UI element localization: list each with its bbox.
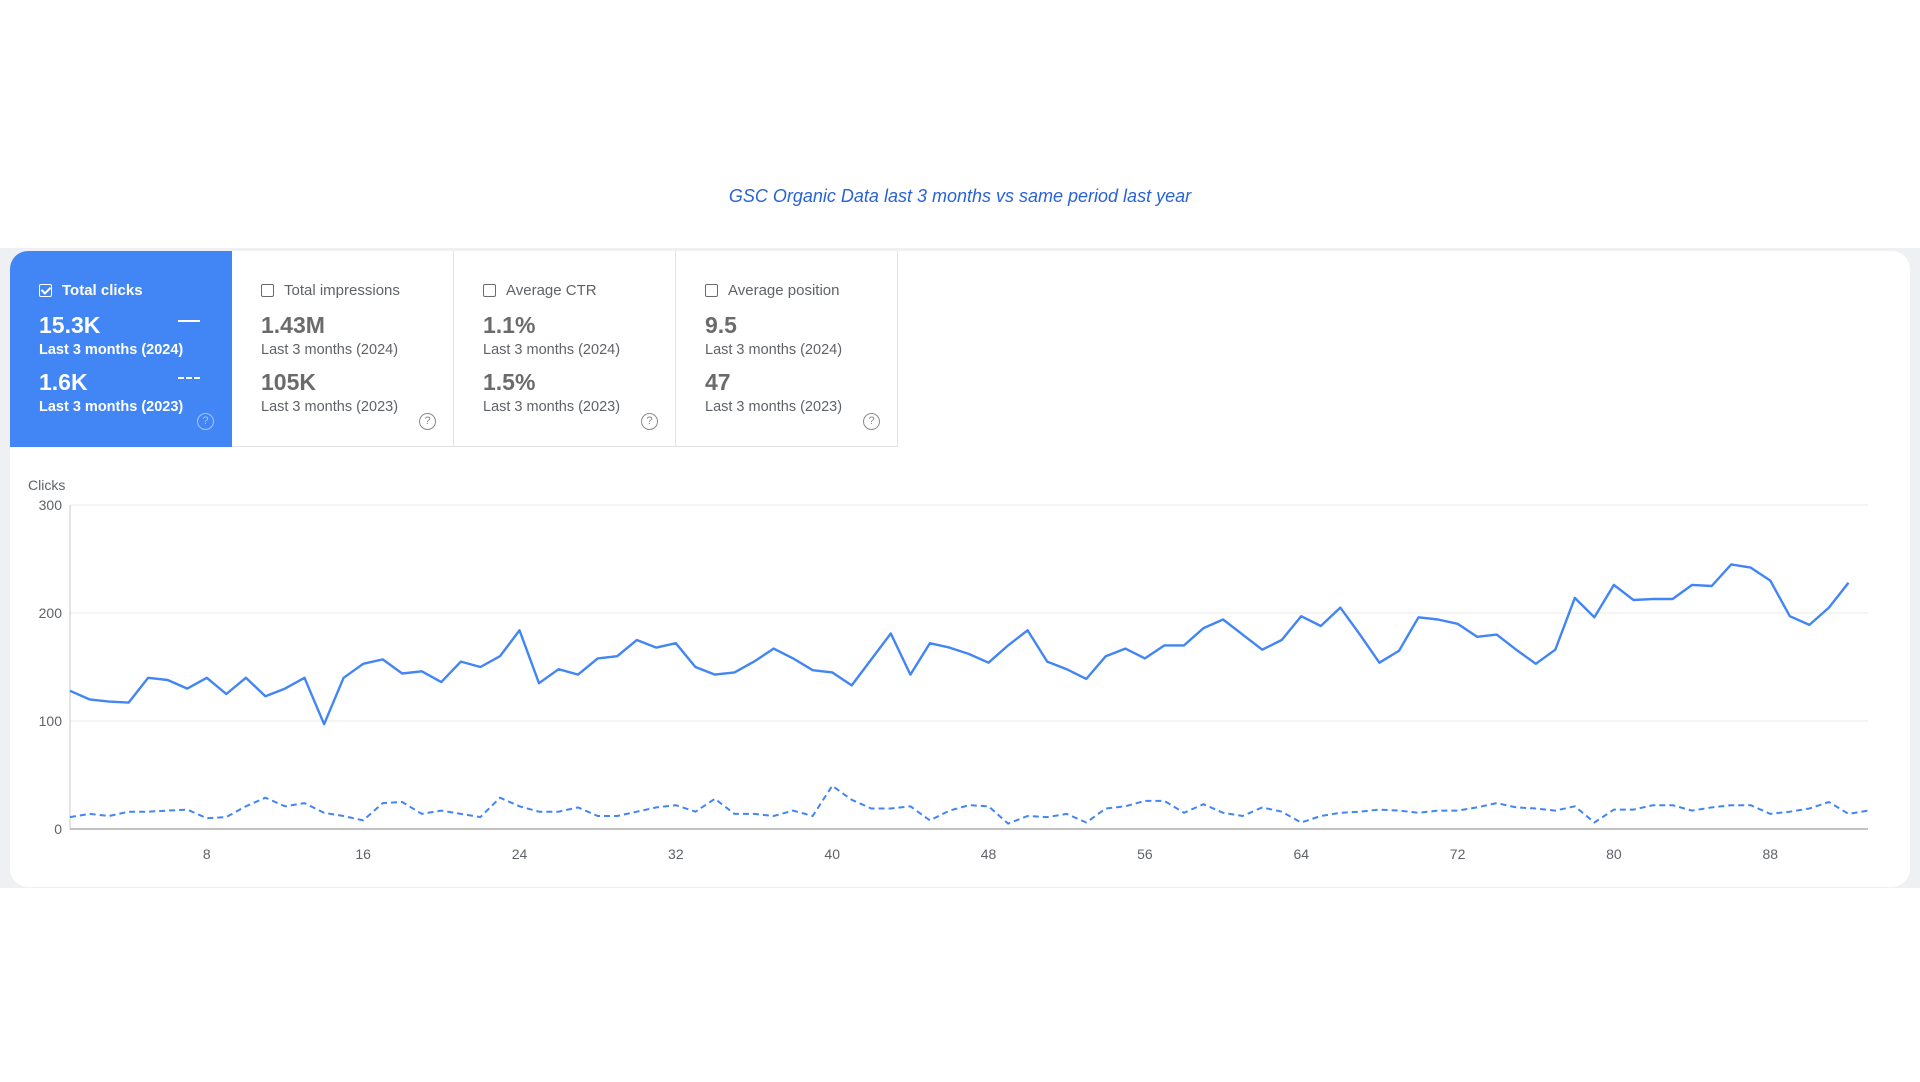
help-icon[interactable]: ?: [863, 413, 880, 430]
help-icon[interactable]: ?: [419, 413, 436, 430]
metric-period-2024: Last 3 months (2024): [483, 342, 621, 358]
metric-value-2024: 1.1%: [483, 312, 536, 338]
help-icon[interactable]: ?: [641, 413, 658, 430]
metric-period-2023: Last 3 months (2023): [261, 399, 399, 415]
metric-value-2023: 105K: [261, 369, 316, 395]
checkbox-unchecked-icon[interactable]: [705, 284, 718, 297]
metric-period-2024: Last 3 months (2024): [261, 342, 399, 358]
y-axis-label: Clicks: [28, 477, 66, 493]
metric-period-2023: Last 3 months (2023): [39, 399, 184, 415]
x-tick-label: 8: [203, 846, 211, 862]
metric-value-2024: 1.43M: [261, 312, 325, 338]
metric-value-2023: 1.6K: [39, 369, 88, 395]
y-tick-label: 200: [39, 605, 63, 621]
x-tick-label: 24: [512, 846, 528, 862]
x-tick-label: 72: [1450, 846, 1466, 862]
x-tick-label: 40: [824, 846, 840, 862]
metric-card-total-clicks[interactable]: Total clicks 15.3K Last 3 months (2024) …: [10, 251, 232, 447]
metric-name: Average CTR: [506, 282, 597, 299]
x-tick-label: 32: [668, 846, 684, 862]
x-tick-label: 56: [1137, 846, 1153, 862]
metric-name: Total impressions: [284, 282, 400, 299]
metric-value-2024: 15.3K: [39, 312, 101, 338]
series-line-2024: [69, 563, 1850, 726]
performance-panel: Total clicks 15.3K Last 3 months (2024) …: [10, 251, 1910, 887]
x-tick-label: 16: [355, 846, 371, 862]
checkbox-unchecked-icon[interactable]: [261, 284, 274, 297]
x-tick-label: 80: [1606, 846, 1622, 862]
metric-card-average-ctr[interactable]: Average CTR 1.1% Last 3 months (2024) 1.…: [454, 251, 676, 447]
metric-value-2023: 47: [705, 369, 731, 395]
x-tick-label: 88: [1762, 846, 1778, 862]
checkbox-checked-icon[interactable]: [39, 284, 52, 297]
metric-card-total-impressions[interactable]: Total impressions 1.43M Last 3 months (2…: [232, 251, 454, 447]
metric-period-2024: Last 3 months (2024): [39, 342, 184, 358]
x-tick-label: 64: [1293, 846, 1309, 862]
y-tick-label: 300: [39, 497, 63, 513]
help-icon[interactable]: ?: [197, 413, 214, 430]
metric-name: Average position: [728, 282, 840, 299]
metric-name: Total clicks: [62, 282, 143, 299]
metric-card-average-position[interactable]: Average position 9.5 Last 3 months (2024…: [676, 251, 898, 447]
metric-value-2024: 9.5: [705, 312, 737, 338]
chart-caption: GSC Organic Data last 3 months vs same p…: [728, 186, 1192, 206]
checkbox-unchecked-icon[interactable]: [483, 284, 496, 297]
y-tick-label: 100: [39, 713, 63, 729]
metric-cards: Total clicks 15.3K Last 3 months (2024) …: [10, 251, 898, 447]
dashed-line-legend-icon: [178, 377, 200, 379]
clicks-line-chart: 0 100 200 300 8 16 24 32 40 48 56 64 72 80 88: [39, 497, 1869, 862]
metric-period-2024: Last 3 months (2024): [705, 342, 843, 358]
y-tick-label: 0: [54, 821, 62, 837]
metric-value-2023: 1.5%: [483, 369, 536, 395]
metric-period-2023: Last 3 months (2023): [483, 399, 621, 415]
solid-line-legend-icon: [178, 320, 200, 322]
x-tick-label: 48: [981, 846, 997, 862]
series-line-2023: [69, 784, 1869, 825]
metric-period-2023: Last 3 months (2023): [705, 399, 843, 415]
